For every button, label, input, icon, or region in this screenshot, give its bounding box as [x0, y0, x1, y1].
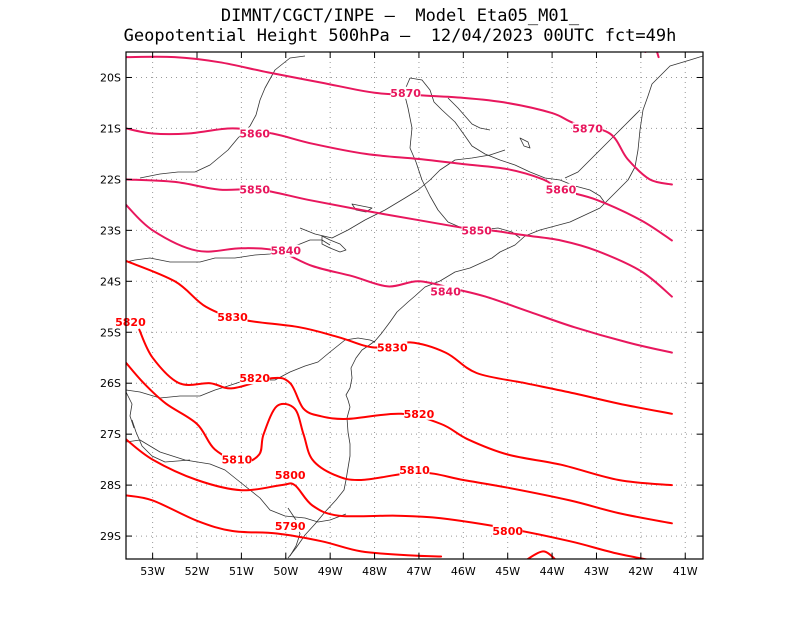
contour-label: 5830: [377, 342, 408, 355]
contour-label: 5820: [115, 316, 146, 329]
lat-tick-label: 20S: [100, 71, 121, 84]
lat-tick-label: 23S: [100, 224, 121, 237]
contour-label-background: [270, 244, 301, 257]
contour-label: 5800: [275, 469, 306, 482]
contour-label-background: [545, 183, 576, 196]
lon-tick-label: 49W: [318, 565, 343, 578]
contour-label-background: [115, 316, 146, 329]
lon-tick-label: 44W: [540, 565, 565, 578]
state-border: [126, 439, 347, 523]
contour-label: 5870: [572, 122, 603, 135]
river: [126, 391, 135, 429]
contour-line-5860: [126, 127, 673, 242]
river: [447, 97, 491, 131]
contour-line-5840: [126, 203, 673, 354]
contour-label-background: [275, 519, 306, 532]
contour-label-background: [377, 341, 408, 354]
contour-label-background: [239, 372, 270, 385]
lat-tick-label: 21S: [100, 122, 121, 135]
contour-line-5830: [126, 259, 673, 415]
lat-tick-label: 25S: [100, 326, 121, 339]
contour-label: 5790: [275, 520, 306, 533]
map-frame: [125, 51, 704, 560]
state-border: [564, 109, 641, 179]
contour-label-background: [399, 463, 430, 476]
lon-tick-label: 45W: [495, 565, 520, 578]
lat-tick-label: 28S: [100, 479, 121, 492]
lat-tick-label: 27S: [100, 428, 121, 441]
contour-label: 5820: [239, 372, 270, 385]
contour-label: 5850: [461, 224, 492, 237]
contour-line-5870: [644, 52, 660, 59]
contour-label: 5810: [222, 454, 253, 467]
contour-labels: 5870 5870 5860 5860 5850 5850 5840 5840 5830 5830…: [115, 86, 603, 538]
state-border: [126, 337, 376, 399]
contour-line-5800: [126, 438, 650, 559]
contour-label: 5840: [270, 245, 301, 258]
contour-label-background: [275, 468, 306, 481]
state-border: [403, 77, 521, 239]
contour-label-background: [239, 127, 270, 140]
contour-label-background: [492, 524, 523, 537]
contour-line-5850: [126, 178, 673, 298]
country-border: [131, 419, 191, 463]
contour-label-background: [461, 224, 492, 237]
lon-tick-label: 43W: [584, 565, 609, 578]
river: [287, 507, 301, 557]
contour-label-background: [430, 285, 461, 298]
coastline: [287, 406, 351, 559]
lon-tick-label: 41W: [673, 565, 698, 578]
contour-label: 5810: [399, 464, 430, 477]
state-border: [299, 149, 506, 239]
contour-label: 5840: [430, 285, 461, 298]
contour-line-5790: [126, 494, 443, 558]
contour-label: 5850: [239, 184, 270, 197]
contour-line-5790: [526, 550, 557, 559]
lagoon: [321, 235, 347, 253]
lon-tick-label: 42W: [628, 565, 653, 578]
map-title-line-1: DIMNT/CGCT/INPE – Model Eta05_M01_: [220, 6, 580, 26]
lat-lon-grid: [126, 52, 703, 559]
coastline: [345, 55, 703, 408]
contour-label-background: [221, 453, 252, 466]
contour-line-5820: [138, 328, 673, 487]
lon-tick-label: 51W: [229, 565, 254, 578]
axis-ticks: 53W 52W 51W 50W 49W 48W 47W 46W 45W 44W 43W 42W 41W 2…: [100, 52, 703, 578]
lat-tick-label: 26S: [100, 377, 121, 390]
state-border: [409, 77, 606, 204]
contour-label: 5830: [217, 311, 248, 324]
contour-label-background: [217, 310, 248, 323]
lat-tick-label: 22S: [100, 173, 121, 186]
contour-label-background: [239, 183, 270, 196]
lon-tick-label: 52W: [185, 565, 210, 578]
lon-tick-label: 50W: [273, 565, 298, 578]
contour-label: 5800: [492, 525, 523, 538]
lat-tick-label: 29S: [100, 530, 121, 543]
contour-line-5870: [126, 55, 673, 186]
river: [519, 137, 531, 149]
contour-label-background: [572, 122, 603, 135]
contour-label-background: [390, 86, 421, 99]
lon-tick-label: 48W: [362, 565, 387, 578]
contour-line-5810: [126, 361, 673, 525]
contour-label: 5860: [239, 128, 270, 141]
lon-tick-label: 47W: [407, 565, 432, 578]
lon-tick-label: 46W: [451, 565, 476, 578]
lat-tick-label: 24S: [100, 275, 121, 288]
contour-label: 5870: [390, 87, 421, 100]
contour-label: 5860: [546, 184, 577, 197]
map-title-line-2: Geopotential Height 500hPa – 12/04/2023 …: [123, 26, 677, 46]
contour-label: 5820: [404, 408, 435, 421]
lon-tick-label: 53W: [140, 565, 165, 578]
contour-label-background: [403, 407, 434, 420]
state-border: [126, 239, 331, 263]
